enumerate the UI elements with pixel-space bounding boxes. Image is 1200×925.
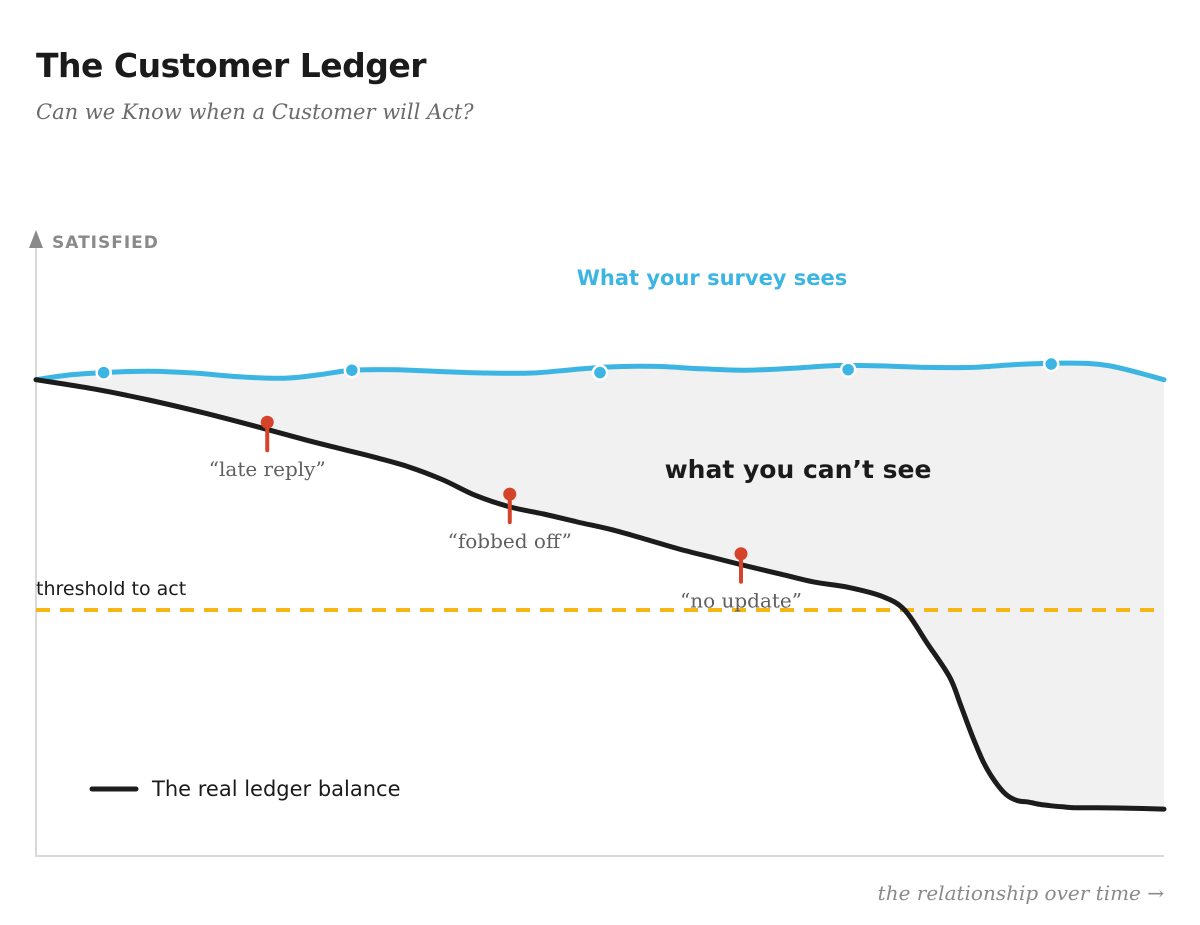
gap-label: what you can’t see [665,455,932,484]
threshold-label: threshold to act [36,578,186,600]
gap-fill-area [36,363,1164,810]
annotations: “late reply” “fobbed off” “no update” [209,415,802,613]
survey-marker [1042,355,1060,373]
y-axis-label: SATISFIED [52,233,159,253]
chart-title: The Customer Ledger [36,46,427,85]
survey-marker [95,364,112,381]
chart-subtitle: Can we Know when a Customer will Act? [36,100,474,124]
y-axis-arrow-icon [29,230,43,248]
annotation-label: “late reply” [209,457,326,481]
survey-marker [591,364,609,381]
survey-series-label: What your survey sees [577,266,848,290]
legend-label-ledger: The real ledger balance [151,777,401,801]
ledger-series-line [33,377,1167,812]
survey-marker [343,361,361,379]
annotation-label: “fobbed off” [448,529,572,553]
annotation-pin-icon [503,487,517,501]
x-axis-label: the relationship over time → [878,881,1165,905]
survey-marker [839,361,857,378]
annotation-pin-icon [260,415,274,429]
annotation-label: “no update” [680,589,802,613]
survey-series-line [33,360,1167,383]
survey-markers [95,355,1060,381]
annotation-pin-icon [734,547,748,561]
